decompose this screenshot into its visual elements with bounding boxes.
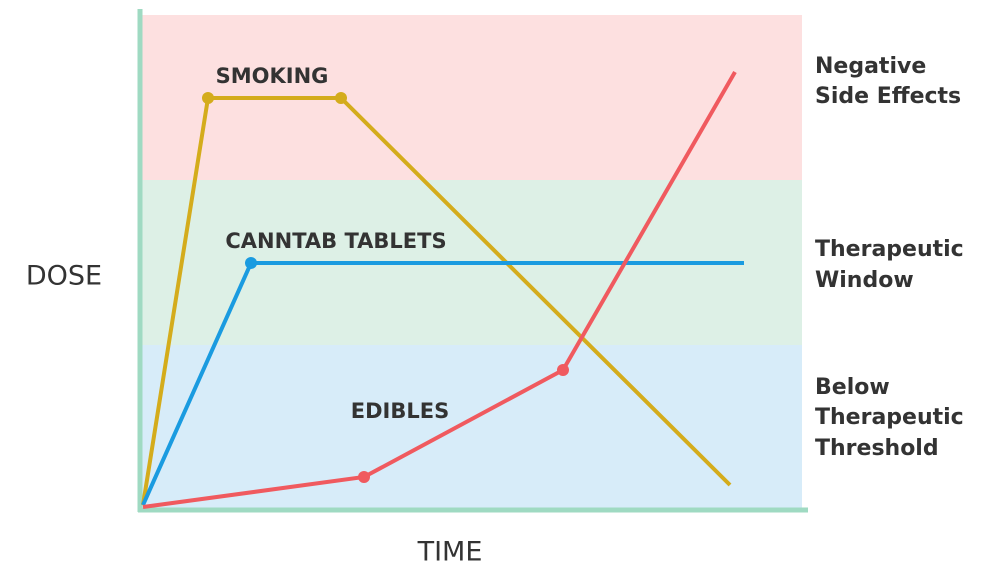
x-axis-label: TIME xyxy=(417,537,483,568)
series-label: SMOKING xyxy=(216,64,329,88)
zone-label: Window xyxy=(815,268,914,293)
point xyxy=(202,92,214,104)
zone-label: Below xyxy=(815,375,890,400)
point xyxy=(245,257,257,269)
point xyxy=(557,364,569,376)
zone-below xyxy=(140,345,802,510)
smoking-line xyxy=(141,96,732,506)
zone-label: Therapeutic xyxy=(815,405,964,430)
point xyxy=(358,471,370,483)
zone-label: Negative xyxy=(815,54,926,79)
point xyxy=(335,92,347,104)
zone-label: Threshold xyxy=(815,436,939,461)
y-axis-label: DOSE xyxy=(26,261,102,292)
edibles-line xyxy=(142,71,737,509)
zone-label: Therapeutic xyxy=(815,237,964,262)
series-label: EDIBLES xyxy=(351,399,449,423)
zone-label: Side Effects xyxy=(815,84,961,109)
series-label: CANNTAB TABLETS xyxy=(225,229,446,253)
